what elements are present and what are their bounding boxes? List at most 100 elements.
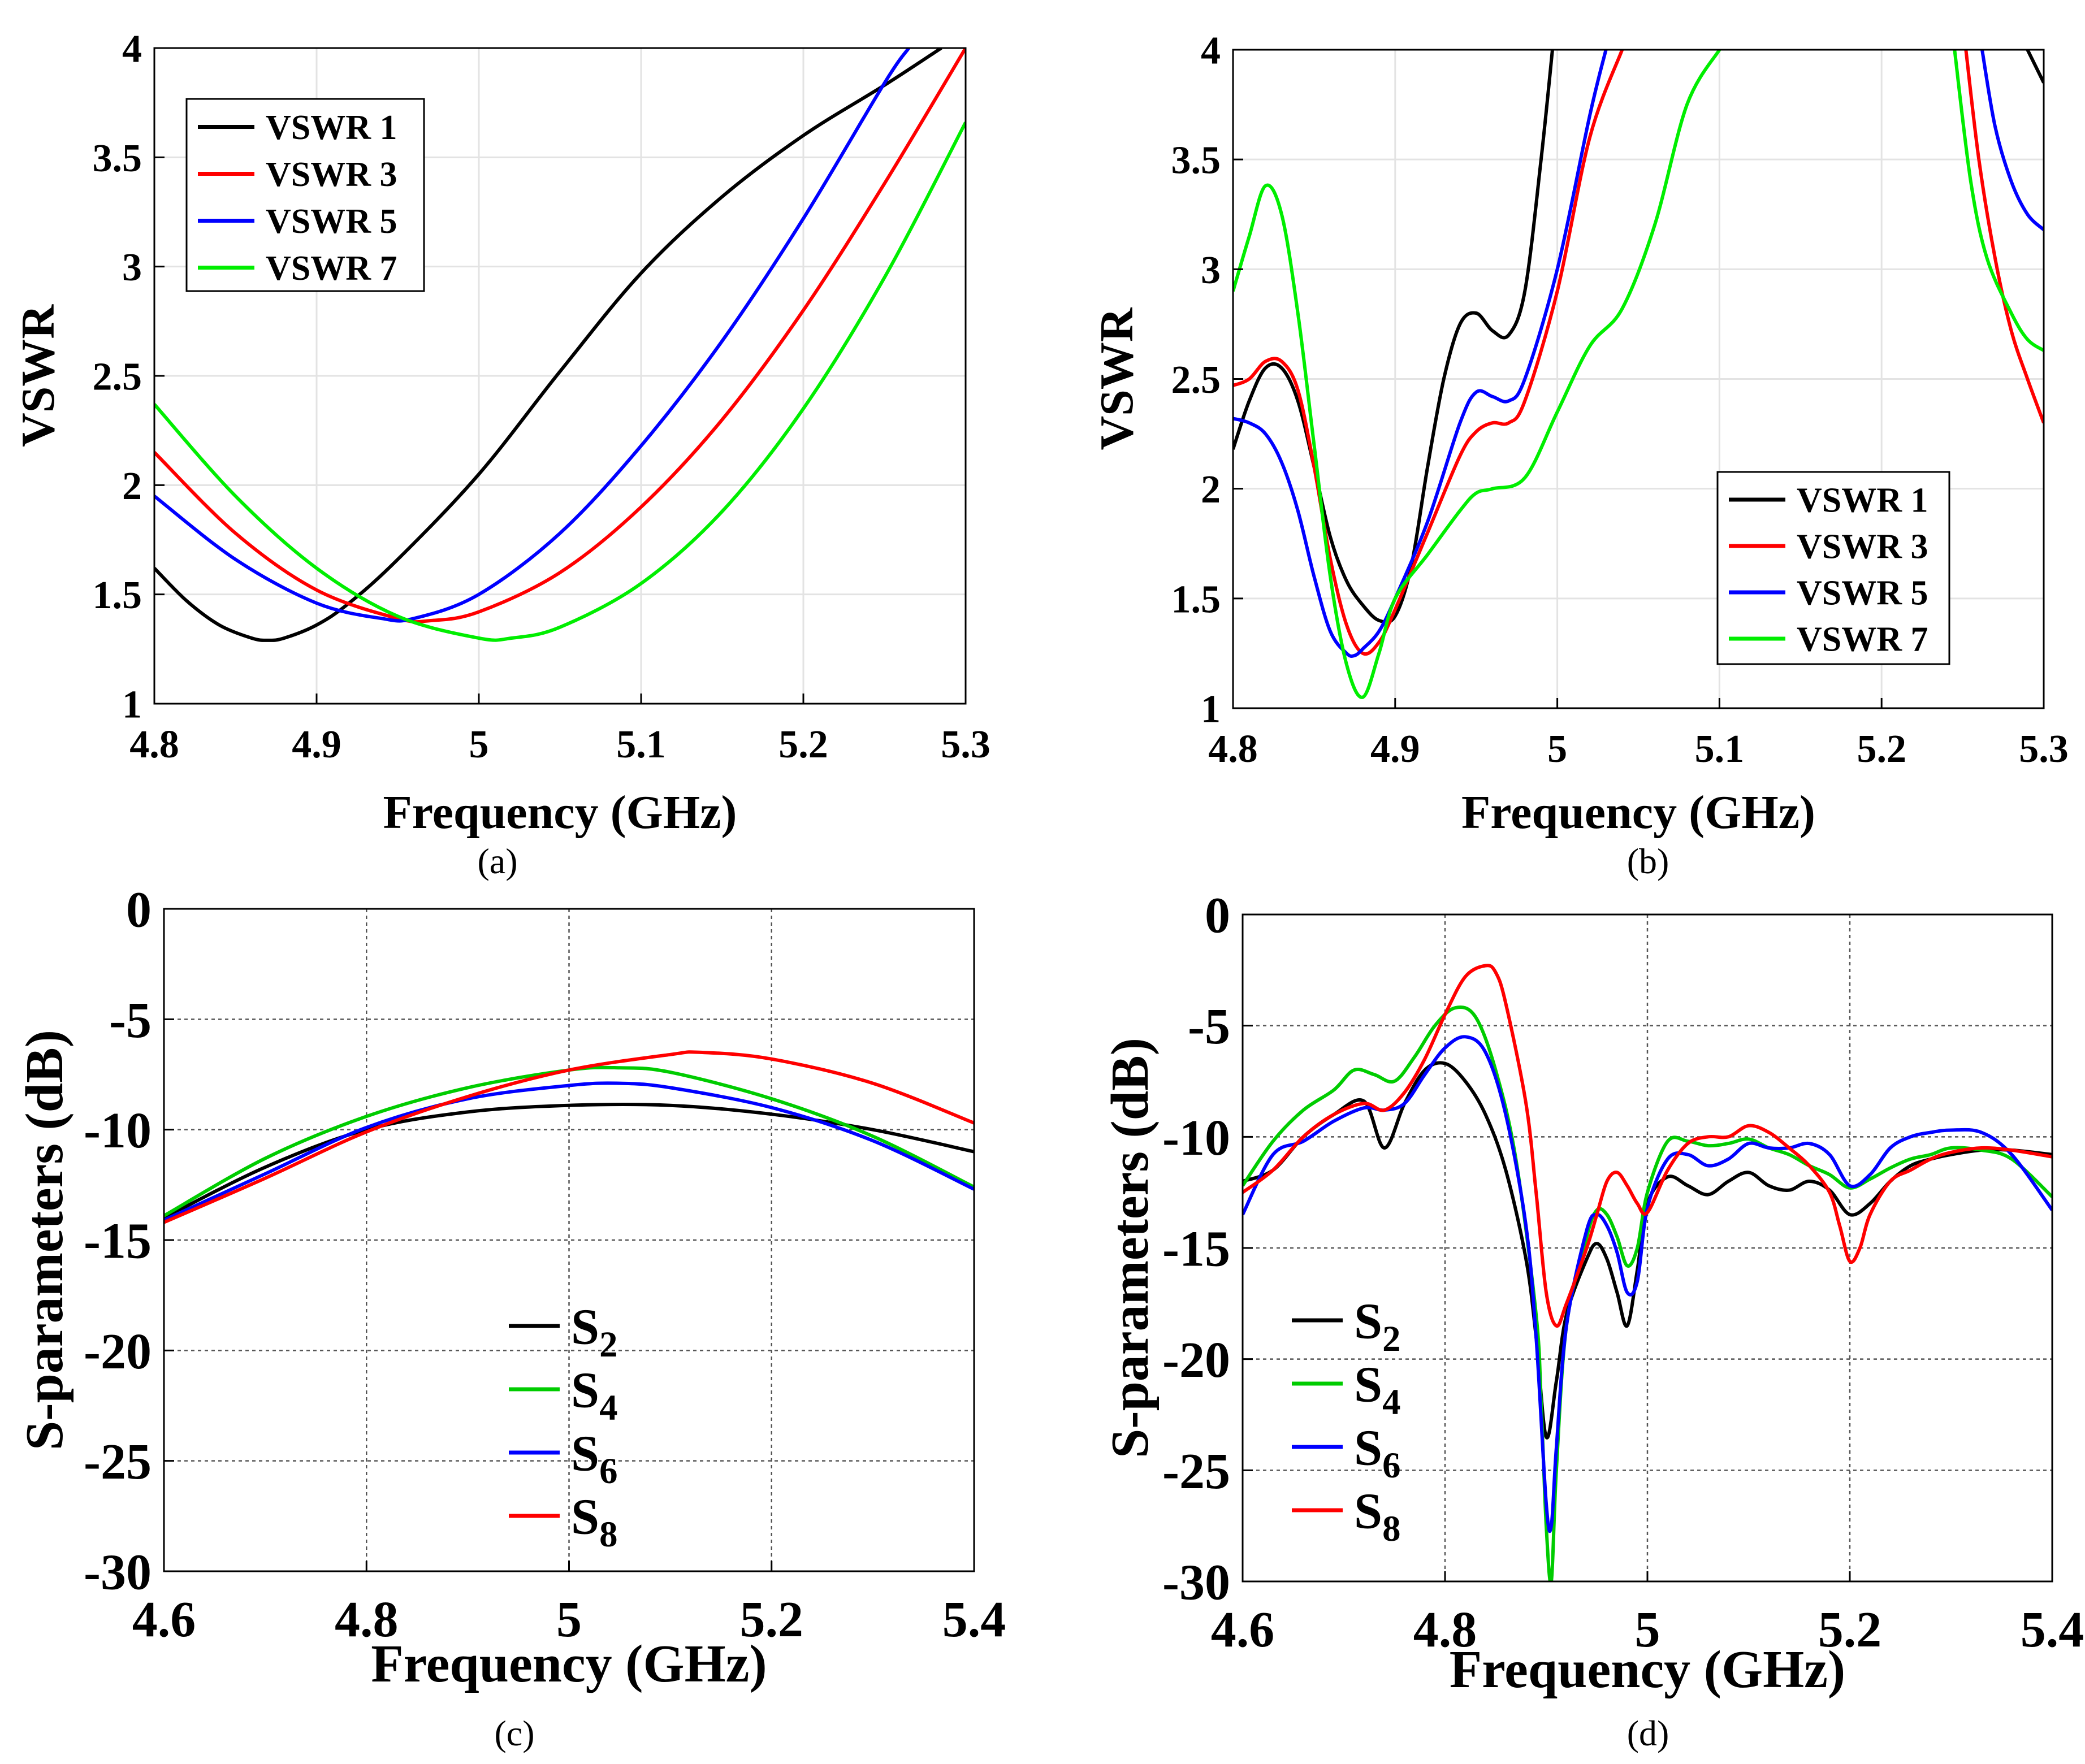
chart-panel-3: 4.6 4.8 5 5.2 5.4 -30 -25 -20 -15 -10 -5 0 Frequency… xyxy=(15,882,1006,1754)
y-tick-label: 4 xyxy=(1201,29,1221,73)
legend-label: VSWR 3 xyxy=(1797,528,1928,566)
legend-label-main: S xyxy=(1354,1294,1382,1350)
y-axis-label: VSWR xyxy=(1091,307,1143,450)
legend-label-main: S xyxy=(1354,1420,1382,1476)
legend-label: VSWR 5 xyxy=(1797,574,1928,613)
panel-caption: (c) xyxy=(494,1713,534,1753)
series-line-vswr-5 xyxy=(1980,50,2044,231)
y-tick-label: -30 xyxy=(84,1545,152,1601)
series-line-vswr-1 xyxy=(2026,50,2044,84)
series-line-s8 xyxy=(1243,964,2052,1328)
legend-label-main: S xyxy=(1354,1357,1382,1413)
legend-label: S4 xyxy=(571,1363,617,1429)
series-line-vswr-3 xyxy=(1964,50,2044,424)
x-tick-label: 4.6 xyxy=(1211,1602,1275,1658)
legend-label: S6 xyxy=(1354,1420,1400,1486)
series-line-vswr-7 xyxy=(1233,50,1721,699)
y-tick-label: -15 xyxy=(1162,1221,1230,1277)
chart-panel-4: 4.6 4.8 5 5.2 5.4 -30 -25 -20 -15 -10 -5 0 Frequency… xyxy=(1101,888,2084,1754)
y-tick-label: 2.5 xyxy=(1171,358,1221,402)
y-tick-label: 0 xyxy=(126,882,152,938)
series-line-s4 xyxy=(1243,1005,2052,1581)
y-tick-label: 1 xyxy=(1201,688,1221,731)
y-tick-label: 1 xyxy=(122,683,142,727)
legend-label: S4 xyxy=(1354,1357,1400,1423)
series-line-vswr-7 xyxy=(154,122,966,642)
x-tick-label: 4.9 xyxy=(1370,727,1420,771)
x-tick-label: 5.2 xyxy=(740,1592,804,1648)
legend-label-subscript: 2 xyxy=(1382,1319,1400,1359)
legend-label: S8 xyxy=(571,1489,617,1555)
x-tick-label: 4.9 xyxy=(292,723,341,766)
series-line-vswr-7 xyxy=(1953,50,2044,352)
legend-label-subscript: 8 xyxy=(1382,1509,1400,1549)
x-tick-label: 5.2 xyxy=(1857,727,1906,771)
x-tick-label: 4.8 xyxy=(1413,1602,1477,1658)
y-tick-label: 3.5 xyxy=(93,137,142,180)
series-group xyxy=(1233,50,2044,699)
chart-panel-2: 4.8 4.9 5 5.1 5.2 5.3 1 1.5 2 2.5 3 3.5 4 Frequency (… xyxy=(1091,29,2069,882)
x-axis-label: Frequency (GHz) xyxy=(383,786,737,839)
x-tick-label: 5.2 xyxy=(778,723,828,766)
y-tick-label: -30 xyxy=(1162,1555,1230,1611)
x-tick-label: 4.6 xyxy=(132,1592,196,1648)
y-tick-label: 0 xyxy=(1205,888,1230,944)
y-tick-label: 1.5 xyxy=(93,574,142,617)
x-tick-label: 5.1 xyxy=(616,723,666,766)
y-tick-label: 3 xyxy=(1201,249,1221,292)
legend-label-subscript: 4 xyxy=(599,1388,617,1428)
x-tick-label: 4.8 xyxy=(335,1592,399,1648)
legend-label: VSWR 5 xyxy=(266,202,397,241)
legend-label: VSWR 7 xyxy=(1797,621,1928,659)
y-tick-label: -5 xyxy=(1188,999,1230,1055)
series-line-vswr-1 xyxy=(154,48,942,642)
legend-label: S2 xyxy=(571,1299,617,1366)
x-axis-label: Frequency (GHz) xyxy=(1450,1640,1846,1699)
x-tick-label: 5.1 xyxy=(1695,727,1745,771)
x-tick-label: 5.3 xyxy=(941,723,990,766)
series-line-s6 xyxy=(164,1081,974,1222)
y-tick-label: -20 xyxy=(1162,1332,1230,1388)
x-tick-label: 5.4 xyxy=(942,1592,1006,1648)
y-tick-label: -20 xyxy=(84,1324,152,1380)
legend-label: S6 xyxy=(571,1426,617,1492)
x-tick-label: 5.3 xyxy=(2019,727,2069,771)
legend-label-main: S xyxy=(571,1426,599,1482)
x-axis-label: Frequency (GHz) xyxy=(1461,786,1815,839)
y-tick-label: -10 xyxy=(84,1103,152,1159)
y-tick-label: -25 xyxy=(1162,1444,1230,1499)
series-group xyxy=(154,48,966,642)
y-tick-label: 2 xyxy=(122,465,142,508)
legend-label: VSWR 3 xyxy=(266,155,397,194)
series-line-vswr-3 xyxy=(154,48,966,624)
y-tick-label: 3 xyxy=(122,246,142,289)
legend-label-subscript: 6 xyxy=(599,1451,617,1492)
y-tick-label: 2.5 xyxy=(93,356,142,399)
x-tick-label: 4.8 xyxy=(1208,727,1258,771)
y-axis-label: S-parameters (dB) xyxy=(15,1030,74,1450)
legend-label: S8 xyxy=(1354,1484,1400,1550)
legend-label-main: S xyxy=(571,1299,599,1355)
y-tick-label: 4 xyxy=(122,28,142,71)
y-tick-label: 3.5 xyxy=(1171,139,1221,183)
legend-label-subscript: 4 xyxy=(1382,1382,1400,1423)
legend-label-subscript: 6 xyxy=(1382,1445,1400,1486)
x-tick-label: 5 xyxy=(1635,1602,1660,1658)
y-tick-label: 1.5 xyxy=(1171,578,1221,621)
legend-label-main: S xyxy=(1354,1484,1382,1540)
series-group xyxy=(164,1050,974,1224)
y-tick-label: -10 xyxy=(1162,1110,1230,1166)
y-tick-label: -25 xyxy=(84,1434,152,1490)
chart-panel-1: 4.8 4.9 5 5.1 5.2 5.3 1 1.5 2 2.5 3 3.5 4 Frequency (… xyxy=(12,28,990,882)
series-group xyxy=(1243,964,2052,1581)
x-tick-label: 5 xyxy=(469,723,489,766)
legend-box xyxy=(185,98,425,292)
legend: VSWR 1 VSWR 3 VSWR 5 VSWR 7 xyxy=(185,98,425,292)
legend-label-main: S xyxy=(571,1489,599,1545)
series-line-vswr-3 xyxy=(1233,50,1624,656)
legend: VSWR 1 VSWR 3 VSWR 5 VSWR 7 xyxy=(1716,471,1950,665)
y-tick-label: -15 xyxy=(84,1213,152,1269)
